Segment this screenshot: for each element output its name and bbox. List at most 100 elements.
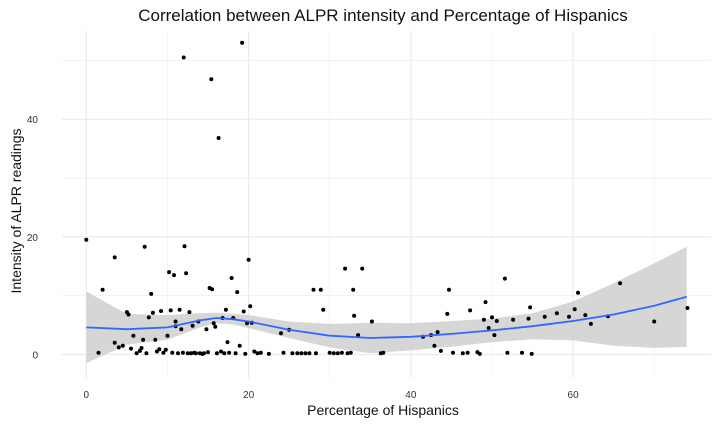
- data-point: [141, 337, 146, 342]
- y-tick-label: 0: [32, 350, 38, 361]
- data-point: [369, 319, 374, 324]
- chart-title: Correlation between ALPR intensity and P…: [138, 6, 628, 25]
- data-point: [126, 312, 131, 317]
- data-point: [554, 311, 559, 316]
- y-axis-title: Intensity of ALPR readings: [8, 129, 24, 294]
- data-point: [576, 290, 580, 295]
- data-point: [352, 313, 357, 318]
- data-point: [182, 244, 187, 249]
- data-point: [588, 321, 593, 326]
- data-point: [214, 351, 219, 356]
- data-point: [150, 310, 155, 315]
- grid: [62, 31, 711, 378]
- x-tick-label: 60: [568, 390, 580, 401]
- data-point: [465, 350, 470, 355]
- data-point: [572, 307, 577, 312]
- data-point: [165, 333, 170, 338]
- data-point: [235, 290, 240, 295]
- data-point: [190, 323, 195, 328]
- data-point: [356, 333, 361, 338]
- y-tick-label: 20: [27, 233, 39, 244]
- data-point: [248, 304, 253, 309]
- data-point: [360, 266, 365, 271]
- data-point: [299, 351, 304, 356]
- data-point: [185, 351, 190, 356]
- data-point: [173, 319, 178, 324]
- data-point: [490, 315, 494, 320]
- data-point: [447, 287, 451, 292]
- data-point: [460, 351, 465, 356]
- data-point: [153, 337, 158, 342]
- data-point: [131, 333, 136, 338]
- data-point: [139, 346, 144, 350]
- data-point: [129, 346, 133, 351]
- data-point: [435, 330, 440, 335]
- data-point: [176, 351, 180, 356]
- data-point: [255, 351, 260, 356]
- data-point: [84, 237, 89, 242]
- data-point: [134, 351, 139, 356]
- data-point: [583, 313, 588, 318]
- data-point: [438, 348, 443, 353]
- data-point: [211, 321, 216, 326]
- data-point: [246, 257, 251, 262]
- data-point: [213, 324, 218, 329]
- data-point: [187, 310, 192, 315]
- data-point: [237, 343, 242, 348]
- smooth-trend-line: [86, 295, 687, 339]
- data-point: [202, 351, 206, 356]
- data-point: [216, 136, 221, 140]
- data-point: [229, 276, 234, 280]
- data-point: [505, 350, 510, 355]
- data-points: [84, 40, 690, 356]
- data-point: [279, 331, 283, 336]
- data-point: [112, 340, 117, 345]
- tick-labels: 0 20 40 60 0 20 40: [27, 115, 579, 401]
- data-point: [233, 351, 238, 356]
- data-point: [146, 315, 151, 320]
- data-point: [321, 307, 326, 312]
- data-point: [252, 349, 257, 354]
- data-point: [511, 317, 516, 322]
- data-point: [243, 351, 248, 356]
- data-point: [227, 350, 232, 355]
- data-point: [163, 347, 168, 352]
- data-point: [167, 270, 172, 275]
- data-point: [327, 350, 332, 355]
- data-point: [225, 340, 230, 345]
- data-point: [567, 314, 571, 319]
- data-point: [144, 351, 149, 356]
- data-point: [432, 343, 437, 348]
- data-point: [210, 287, 215, 292]
- data-point: [189, 351, 193, 356]
- x-axis-title: Percentage of Hispanics: [307, 402, 459, 418]
- data-point: [223, 307, 228, 312]
- data-point: [307, 351, 312, 356]
- data-point: [172, 273, 176, 278]
- data-point: [168, 308, 173, 313]
- data-point: [529, 351, 534, 356]
- data-point: [222, 351, 227, 356]
- data-point: [618, 281, 623, 286]
- data-point: [281, 350, 286, 355]
- data-point: [445, 311, 450, 316]
- data-point: [100, 287, 105, 292]
- data-point: [331, 351, 336, 356]
- data-point: [180, 350, 185, 355]
- data-point: [161, 350, 166, 355]
- data-point: [348, 350, 353, 355]
- data-point: [477, 351, 482, 356]
- data-point: [351, 287, 356, 292]
- data-point: [219, 349, 223, 354]
- data-point: [492, 333, 497, 338]
- data-point: [181, 55, 186, 60]
- data-point: [120, 343, 125, 348]
- data-point: [685, 306, 690, 310]
- data-point: [318, 287, 323, 292]
- data-point: [142, 244, 147, 249]
- data-point: [177, 307, 182, 312]
- data-point: [112, 255, 117, 260]
- data-point: [345, 351, 350, 356]
- data-point: [335, 351, 340, 356]
